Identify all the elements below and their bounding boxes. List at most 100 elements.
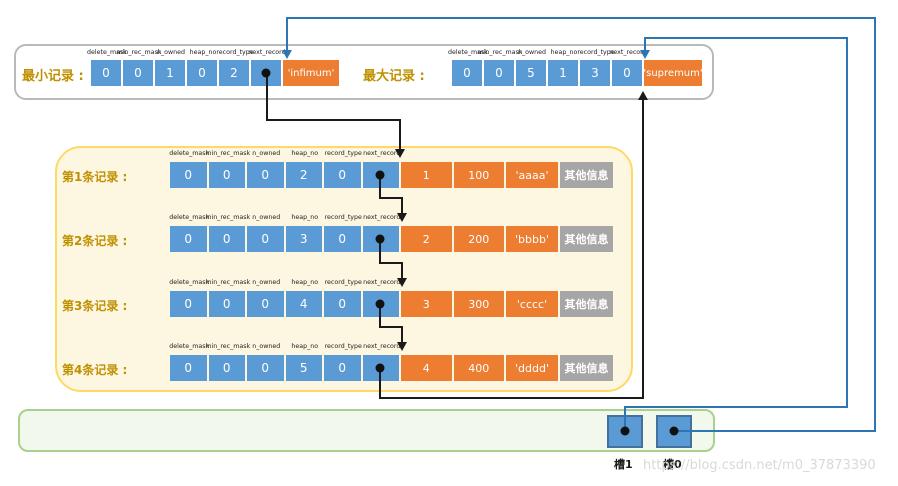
field-label-heap-no: heap_no bbox=[291, 214, 319, 221]
record-1-data: 1 100 'aaaa' 其他信息 bbox=[401, 162, 613, 188]
field-label-heap-no: heap_no bbox=[291, 279, 319, 286]
field-cell: 0 bbox=[123, 60, 153, 86]
field-label-next-record: next_record bbox=[363, 214, 401, 221]
record-3-field-labels: delete_mask min_rec_mask n_owned heap_no… bbox=[169, 279, 401, 287]
max-record-cells: 0 0 5 1 3 0 'supremum' bbox=[452, 60, 703, 86]
record-4-label: 第4条记录 : bbox=[62, 363, 128, 377]
field-label-n-owned: n_owned bbox=[252, 150, 281, 157]
field-label-record-type: record_type bbox=[577, 49, 615, 56]
record-1-label: 第1条记录 : bbox=[62, 170, 128, 184]
field-cell: 0 bbox=[247, 226, 284, 252]
record-4-data: 4 400 'dddd' 其他信息 bbox=[401, 355, 613, 381]
field-label-record-type: record_type bbox=[324, 279, 362, 286]
field-cell: 0 bbox=[324, 162, 361, 188]
field-cell: 0 bbox=[324, 226, 361, 252]
data-cell: 400 bbox=[453, 355, 504, 381]
field-label-next-record: next_record bbox=[363, 343, 401, 350]
field-label-next-record: next_record bbox=[609, 49, 647, 56]
field-label-delete-mask: delete_mask bbox=[87, 49, 127, 56]
next-record-cell bbox=[362, 162, 399, 188]
next-record-cell bbox=[362, 291, 399, 317]
field-label-min-rec-mask: min_rec_mask bbox=[205, 214, 251, 221]
field-cell: 0 bbox=[187, 60, 217, 86]
slot-1 bbox=[607, 415, 643, 448]
field-label-min-rec-mask: min_rec_mask bbox=[116, 49, 162, 56]
field-label-n-owned: n_owned bbox=[517, 49, 546, 56]
data-cell: 'aaaa' bbox=[506, 162, 558, 188]
field-cell: 0 bbox=[91, 60, 121, 86]
field-label-min-rec-mask: min_rec_mask bbox=[205, 150, 251, 157]
record-3-row: 0 0 0 4 0 bbox=[170, 291, 399, 317]
field-cell: 0 bbox=[324, 291, 361, 317]
field-label-record-type: record_type bbox=[216, 49, 254, 56]
field-cell: 0 bbox=[170, 291, 207, 317]
field-cell: 0 bbox=[170, 226, 207, 252]
data-cell: 200 bbox=[453, 226, 504, 252]
data-cell: 1 bbox=[401, 162, 452, 188]
field-label-min-rec-mask: min_rec_mask bbox=[205, 343, 251, 350]
other-info-cell: 其他信息 bbox=[560, 226, 613, 252]
field-cell: 0 bbox=[208, 355, 245, 381]
next-record-cell bbox=[362, 355, 399, 381]
data-cell: 'cccc' bbox=[506, 291, 558, 317]
field-cell: 3 bbox=[580, 60, 610, 86]
record-1-row: 0 0 0 2 0 bbox=[170, 162, 399, 188]
data-cell: 'bbbb' bbox=[506, 226, 558, 252]
field-label-delete-mask: delete_mask bbox=[169, 279, 210, 286]
field-cell: 2 bbox=[285, 162, 322, 188]
watermark: https://blog.csdn.net/m0_37873390 bbox=[643, 458, 876, 473]
field-cell: 0 bbox=[247, 355, 284, 381]
min-record-field-labels: delete_mask min_rec_mask n_owned heap_no… bbox=[87, 49, 286, 57]
max-record-field-labels: delete_mask min_rec_mask n_owned heap_no… bbox=[448, 49, 647, 57]
field-label-delete-mask: delete_mask bbox=[169, 214, 210, 221]
next-record-cell bbox=[362, 226, 399, 252]
other-info-cell: 其他信息 bbox=[560, 291, 613, 317]
record-4-field-labels: delete_mask min_rec_mask n_owned heap_no… bbox=[169, 343, 401, 351]
field-label-next-record: next_record bbox=[363, 150, 401, 157]
field-label-record-type: record_type bbox=[324, 343, 362, 350]
field-label-min-rec-mask: min_rec_mask bbox=[477, 49, 523, 56]
field-label-record-type: record_type bbox=[324, 150, 362, 157]
field-cell: 0 bbox=[208, 291, 245, 317]
record-2-label: 第2条记录 : bbox=[62, 234, 128, 248]
field-cell: 1 bbox=[548, 60, 578, 86]
field-cell: 0 bbox=[170, 355, 207, 381]
field-cell: 1 bbox=[155, 60, 185, 86]
record-4-row: 0 0 0 5 0 bbox=[170, 355, 399, 381]
record-1-field-labels: delete_mask min_rec_mask n_owned heap_no… bbox=[169, 150, 401, 158]
slot-0-label: 槽0 bbox=[663, 458, 682, 471]
record-3-label: 第3条记录 : bbox=[62, 299, 128, 313]
min-record-cells: 0 0 1 0 2 'infimum' bbox=[91, 60, 339, 86]
field-label-heap-no: heap_no bbox=[189, 49, 217, 56]
field-cell: 2 bbox=[219, 60, 249, 86]
field-cell: 0 bbox=[170, 162, 207, 188]
next-record-cell bbox=[251, 60, 281, 86]
field-cell: 5 bbox=[285, 355, 322, 381]
other-info-cell: 其他信息 bbox=[560, 162, 613, 188]
supremum-cell: 'supremum' bbox=[643, 60, 703, 86]
field-label-delete-mask: delete_mask bbox=[169, 150, 210, 157]
slot-1-label: 槽1 bbox=[614, 458, 633, 471]
other-info-cell: 其他信息 bbox=[560, 355, 613, 381]
data-cell: 'dddd' bbox=[506, 355, 558, 381]
field-label-next-record: next_record bbox=[363, 279, 401, 286]
data-cell: 100 bbox=[453, 162, 504, 188]
field-label-heap-no: heap_no bbox=[291, 150, 319, 157]
field-cell: 0 bbox=[484, 60, 514, 86]
record-2-field-labels: delete_mask min_rec_mask n_owned heap_no… bbox=[169, 214, 401, 222]
max-record-label: 最大记录 : bbox=[363, 69, 425, 84]
data-cell: 2 bbox=[401, 226, 452, 252]
field-label-next-record: next_record bbox=[248, 49, 286, 56]
field-cell: 0 bbox=[208, 162, 245, 188]
field-label-n-owned: n_owned bbox=[252, 214, 281, 221]
field-label-delete-mask: delete_mask bbox=[169, 343, 210, 350]
infimum-cell: 'infimum' bbox=[283, 60, 339, 86]
record-3-data: 3 300 'cccc' 其他信息 bbox=[401, 291, 613, 317]
field-cell: 5 bbox=[516, 60, 546, 86]
field-cell: 0 bbox=[247, 291, 284, 317]
next-record-cell: 0 bbox=[612, 60, 642, 86]
field-label-min-rec-mask: min_rec_mask bbox=[205, 279, 251, 286]
slot-0 bbox=[656, 415, 692, 448]
field-label-n-owned: n_owned bbox=[252, 279, 281, 286]
